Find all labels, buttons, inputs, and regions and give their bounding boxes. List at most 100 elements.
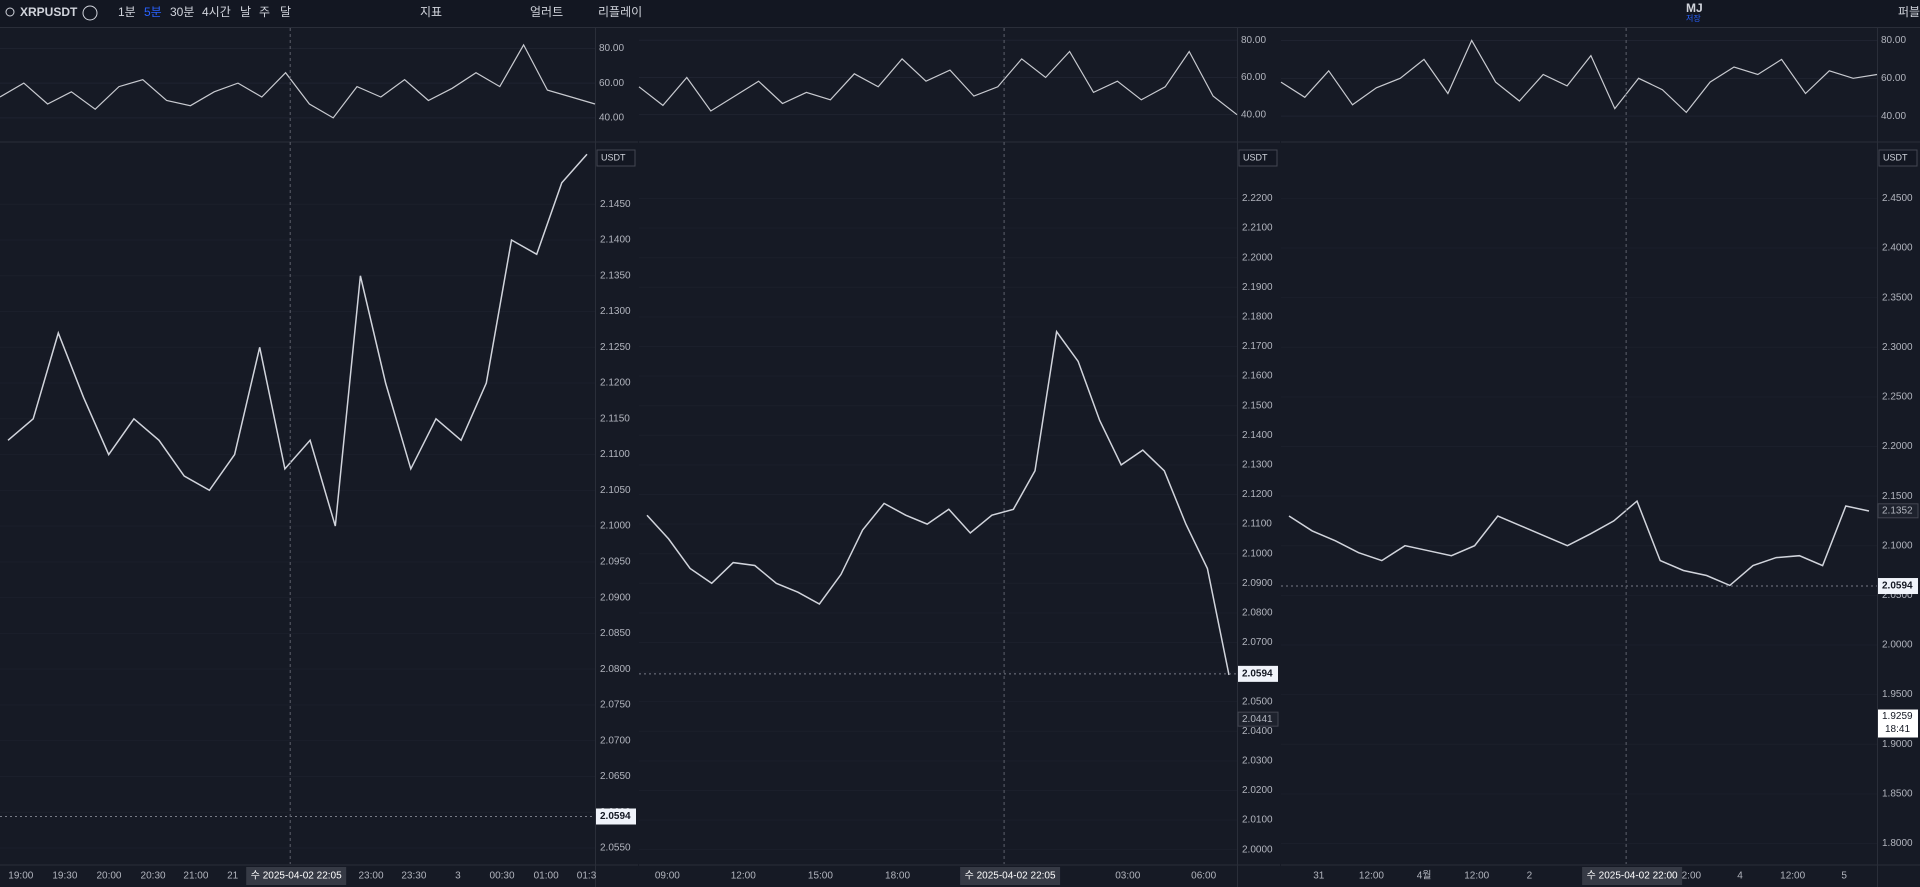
- rsi-line: [638, 50, 1238, 116]
- price-tick-label: 2.0700: [1242, 637, 1273, 648]
- search-icon[interactable]: [5, 7, 15, 17]
- price-tick-label: 2.2200: [1242, 193, 1273, 204]
- add-symbol[interactable]: [82, 5, 98, 21]
- interval[interactable]: 5분: [144, 5, 162, 19]
- currency-button[interactable]: [596, 149, 636, 167]
- price-tick-label: 2.1000: [1242, 548, 1273, 559]
- price-tick-label: 2.2100: [1242, 223, 1273, 234]
- replay-button[interactable]: 리플레이: [598, 5, 642, 19]
- crosshair-badge: [1582, 867, 1683, 885]
- time-label: 00:30: [490, 871, 515, 882]
- price-tick-label: 2.1000: [600, 521, 631, 532]
- time-label: 4: [1737, 871, 1743, 882]
- price-tick-label: 2.0000: [1242, 844, 1273, 855]
- extra-badge: [1877, 503, 1919, 519]
- indicators-button[interactable]: 지표: [420, 5, 442, 19]
- interval[interactable]: 주: [259, 5, 270, 19]
- time-label: 15:00: [808, 871, 833, 882]
- price-tick-label: 2.0700: [600, 735, 631, 746]
- price-tick-label: 2.1400: [600, 235, 631, 246]
- time-label: 3: [455, 871, 461, 882]
- price-tick-label: 2.1200: [600, 378, 631, 389]
- price-tick-label: 2.0850: [600, 628, 631, 639]
- price-tick-label: 2.1500: [1242, 400, 1273, 411]
- price-tick-label: 2.1050: [600, 485, 631, 496]
- price-tick-label: 1.9000: [1882, 739, 1913, 750]
- time-label: 06:00: [1191, 871, 1216, 882]
- price-tick-label: 2.0900: [600, 592, 631, 603]
- price-tick-label: 2.1350: [600, 270, 631, 281]
- price-tick-label: 2.1600: [1242, 371, 1273, 382]
- time-label: 19:30: [52, 871, 77, 882]
- price-tick-label: 2.2000: [1882, 441, 1913, 452]
- price-tick-label: 2.3000: [1882, 342, 1913, 353]
- price-tick-label: 2.0800: [600, 664, 631, 675]
- time-label: 2: [1527, 871, 1533, 882]
- interval[interactable]: 30분: [170, 5, 194, 19]
- time-label: 20:30: [141, 871, 166, 882]
- price-tick-label: 2.0400: [1242, 726, 1273, 737]
- user[interactable]: MJ: [1686, 1, 1703, 15]
- currency-label: USDT: [1243, 152, 1268, 162]
- rsi-tick-label: 40.00: [1881, 111, 1906, 122]
- time-label: 23:00: [359, 871, 384, 882]
- rsi-tick-label: 80.00: [1881, 35, 1906, 46]
- price-tick-label: 2.0950: [600, 557, 631, 568]
- time-label: 21: [227, 871, 239, 882]
- interval[interactable]: 날: [240, 5, 251, 19]
- time-label: 09:00: [655, 871, 680, 882]
- currency-button[interactable]: [1238, 149, 1278, 167]
- time-label: 4월: [1417, 870, 1432, 882]
- crosshair-badge: [960, 867, 1061, 885]
- interval[interactable]: 1분: [118, 5, 136, 19]
- price-tick-label: 2.2000: [1242, 252, 1273, 263]
- price-badge-label: 2.0594: [1882, 581, 1913, 592]
- price-tick-label: 2.0000: [1882, 640, 1913, 651]
- price-tick-label: 2.0100: [1242, 815, 1273, 826]
- price-tick-label: 2.2500: [1882, 392, 1913, 403]
- rsi-line: [1280, 39, 1878, 114]
- time-label: 01:3: [577, 871, 597, 882]
- price-badge: [1878, 578, 1918, 595]
- price-badge: [1238, 665, 1278, 682]
- price-tick-label: 2.1800: [1242, 312, 1273, 323]
- price-tick-label: 2.0300: [1242, 756, 1273, 767]
- alerts-button[interactable]: 얼러트: [530, 5, 563, 19]
- price-tick-label: 2.1900: [1242, 282, 1273, 293]
- time-label: 18:00: [885, 871, 910, 882]
- price-tick-label: 2.4500: [1882, 193, 1913, 204]
- time-label: 21:00: [183, 871, 208, 882]
- extra-badge: [1237, 711, 1279, 727]
- time-label: 31: [1313, 871, 1325, 882]
- time-label: 12:00: [1676, 871, 1701, 882]
- currency-button[interactable]: [1878, 149, 1918, 167]
- crosshair-label: 수 2025-04-02 22:05: [251, 870, 342, 882]
- price-tick-label: 2.0900: [1242, 578, 1273, 589]
- rsi-tick-label: 80.00: [599, 43, 624, 54]
- interval[interactable]: 달: [280, 5, 291, 19]
- time-label: 03:00: [1115, 871, 1140, 882]
- rsi-tick-label: 40.00: [599, 113, 624, 124]
- price-tick-label: 1.8500: [1882, 788, 1913, 799]
- toolbar: [0, 0, 1920, 27]
- publish-button[interactable]: 퍼블: [1898, 5, 1920, 19]
- price-tick-label: 1.9500: [1882, 689, 1913, 700]
- price-badge-label: 2.0594: [1242, 669, 1273, 680]
- countdown-badge: [1878, 709, 1918, 738]
- rsi-tick-label: 60.00: [1241, 72, 1266, 83]
- currency-label: USDT: [601, 152, 626, 162]
- rsi-line: [0, 43, 596, 119]
- interval[interactable]: 4시간: [202, 5, 231, 19]
- save-status[interactable]: 저장: [1686, 13, 1701, 23]
- crosshair-label: 수 2025-04-02 22:05: [965, 870, 1056, 882]
- price-line: [1288, 499, 1870, 587]
- symbol[interactable]: XRPUSDT: [20, 5, 78, 19]
- price-tick-label: 2.3500: [1882, 292, 1913, 303]
- time-label: 12:00: [1464, 871, 1489, 882]
- price-tick-label: 2.0200: [1242, 785, 1273, 796]
- price-tick-label: 2.1700: [1242, 341, 1273, 352]
- price-tick-label: 2.1500: [1882, 491, 1913, 502]
